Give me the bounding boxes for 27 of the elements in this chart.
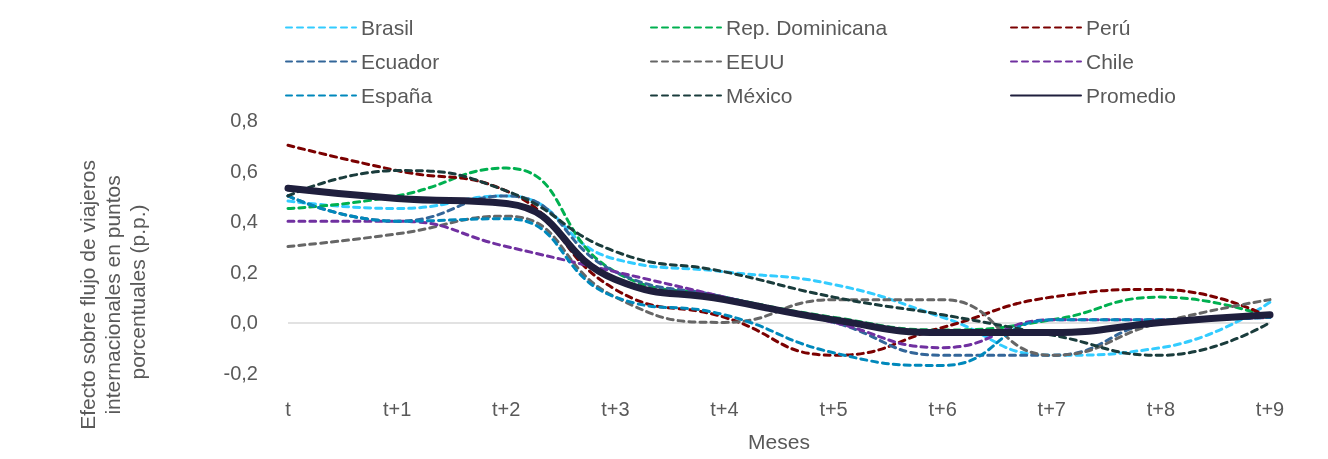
x-tick-label: t+4: [710, 398, 739, 420]
y-tick-label: 0,2: [230, 260, 258, 283]
x-tick-label: t+3: [601, 398, 630, 420]
x-tick-label: t+2: [492, 398, 521, 420]
legend-label: Perú: [1086, 16, 1131, 39]
y-tick-label: 0,8: [230, 109, 258, 131]
x-tick-label: t+5: [819, 398, 848, 420]
legend-label: EEUU: [726, 50, 785, 73]
legend-label: España: [361, 84, 433, 107]
legend-label: México: [726, 84, 793, 107]
y-axis-title: Efecto sobre flujo de viajeros internacionales en puntos porcentuales (p.p.): [76, 154, 149, 430]
y-tick-label: 0,6: [230, 159, 258, 182]
y-tick-label: 0,4: [230, 210, 258, 233]
legend-label: Rep. Dominicana: [726, 16, 888, 39]
x-tick-label: t: [285, 398, 292, 420]
y-tick-label: -0,2: [223, 362, 258, 384]
legend-label: Brasil: [361, 16, 414, 39]
x-axis-title: Meses: [748, 430, 810, 453]
x-tick-label: t+7: [1037, 398, 1066, 420]
legend-label: Ecuador: [361, 50, 440, 73]
x-tick-label: t+1: [382, 398, 412, 420]
legend-label: Promedio: [1086, 84, 1176, 107]
x-tick-label: t+8: [1146, 398, 1176, 420]
legend-label: Chile: [1086, 50, 1134, 73]
x-tick-label: t+9: [1255, 398, 1285, 420]
y-tick-label: 0,0: [230, 311, 258, 334]
x-tick-label: t+6: [928, 398, 957, 420]
